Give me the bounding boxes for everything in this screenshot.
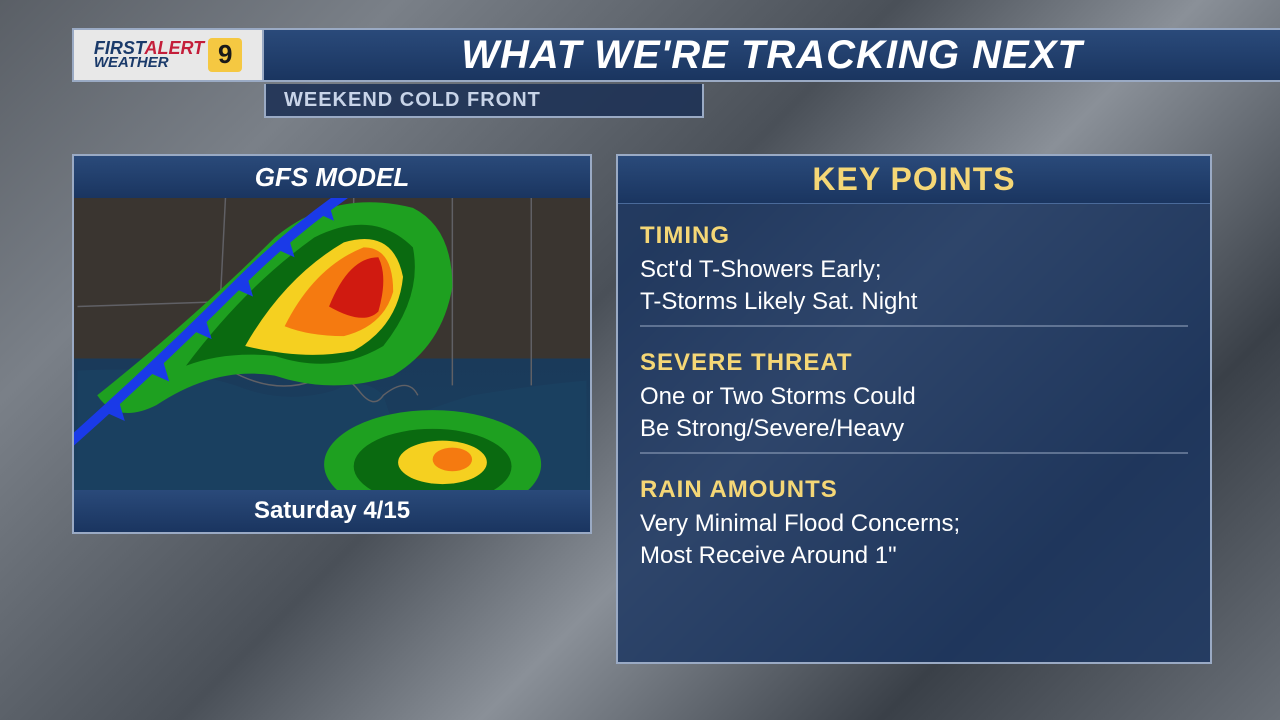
key-section-severe: SEVERE THREAT One or Two Storms CouldBe … bbox=[640, 349, 1188, 454]
key-title: SEVERE THREAT bbox=[640, 349, 1188, 377]
key-section-rain: RAIN AMOUNTS Very Minimal Flood Concerns… bbox=[640, 476, 1188, 573]
key-title: TIMING bbox=[640, 222, 1188, 250]
subtitle-bar: WEEKEND COLD FRONT bbox=[264, 84, 704, 118]
key-points-body: TIMING Sct'd T-Showers Early;T-Storms Li… bbox=[618, 204, 1210, 590]
map-panel: GFS MODEL bbox=[72, 154, 592, 534]
channel-badge: 9 bbox=[208, 38, 242, 72]
page-title: WHAT WE'RE TRACKING NEXT bbox=[264, 33, 1280, 78]
radar-map bbox=[74, 198, 590, 490]
logo-weather: WEATHER bbox=[94, 56, 204, 70]
map-header: GFS MODEL bbox=[74, 156, 590, 198]
station-logo: FIRSTALERT WEATHER 9 bbox=[74, 30, 264, 80]
title-bar: FIRSTALERT WEATHER 9 WHAT WE'RE TRACKING… bbox=[72, 28, 1280, 82]
divider bbox=[640, 325, 1188, 327]
map-footer: Saturday 4/15 bbox=[74, 490, 590, 532]
key-text: Very Minimal Flood Concerns;Most Receive… bbox=[640, 508, 1188, 573]
key-points-panel: KEY POINTS TIMING Sct'd T-Showers Early;… bbox=[616, 154, 1212, 664]
key-title: RAIN AMOUNTS bbox=[640, 476, 1188, 504]
radar-svg bbox=[74, 198, 590, 490]
divider bbox=[640, 452, 1188, 454]
key-points-header: KEY POINTS bbox=[618, 156, 1210, 204]
key-text: One or Two Storms CouldBe Strong/Severe/… bbox=[640, 381, 1188, 446]
key-section-timing: TIMING Sct'd T-Showers Early;T-Storms Li… bbox=[640, 222, 1188, 327]
key-text: Sct'd T-Showers Early;T-Storms Likely Sa… bbox=[640, 254, 1188, 319]
